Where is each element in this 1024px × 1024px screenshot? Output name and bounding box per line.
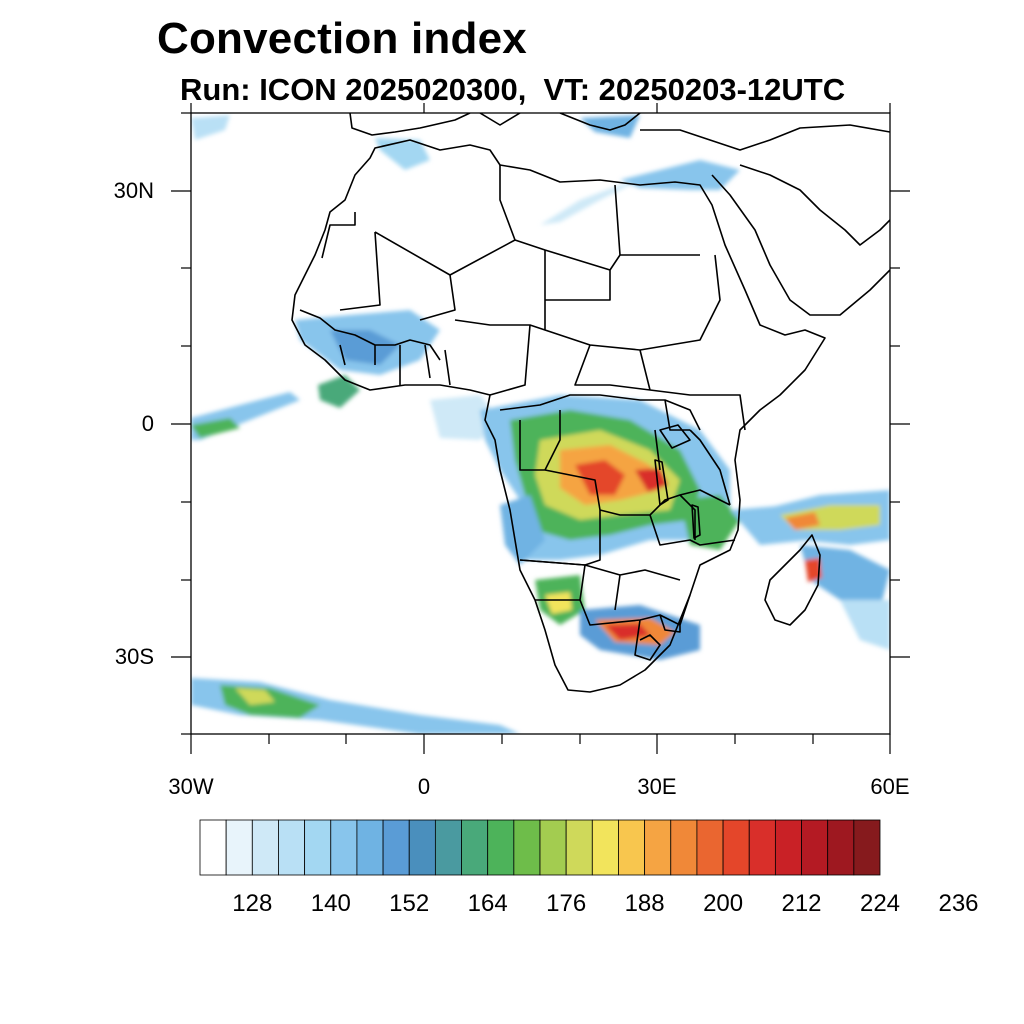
lake-malawi <box>691 504 701 539</box>
colorbar-swatch <box>330 819 358 876</box>
colorbar-swatch <box>487 819 515 876</box>
field-south-atlantic-yellow <box>235 688 275 705</box>
field-egypt <box>620 160 740 190</box>
colorbar-label: 140 <box>310 890 351 917</box>
colorbar-swatch <box>644 819 672 876</box>
colorbar-swatch <box>853 819 881 876</box>
axis-ticks <box>171 103 910 754</box>
field-south-indian <box>840 600 890 650</box>
colorbar-swatch <box>513 819 541 876</box>
chart-title: Convection index <box>157 14 527 63</box>
colorbar-label: 188 <box>624 890 665 917</box>
colorbar-swatch <box>461 819 489 876</box>
colorbar-swatch <box>382 819 410 876</box>
convection-field <box>191 115 890 734</box>
lat-label-30s: 30S <box>114 644 154 669</box>
colorbar-swatch <box>827 819 855 876</box>
coast-europe <box>349 113 471 136</box>
colorbar-label: 164 <box>467 890 508 917</box>
coastlines-borders <box>291 113 890 693</box>
colorbar-swatch <box>278 819 306 876</box>
colorbar-swatch <box>356 819 384 876</box>
lake-victoria <box>659 424 691 449</box>
borders-south <box>519 559 691 661</box>
field-ivory-coast <box>318 375 360 408</box>
colorbar-label: 200 <box>703 890 744 917</box>
borders-west <box>299 309 451 386</box>
field-atlantic-core <box>191 418 240 438</box>
colorbar-swatch <box>774 819 802 876</box>
colorbar-swatch <box>304 819 332 876</box>
colorbar-swatch <box>801 819 829 876</box>
field-namibia-core <box>545 592 572 614</box>
field-sahara-band <box>540 180 640 225</box>
field-madagascar-east <box>800 545 890 610</box>
coast-africa <box>291 139 826 693</box>
field-east-band-red <box>785 512 820 530</box>
field-north-med <box>191 115 230 140</box>
field-angola <box>500 495 545 565</box>
field-algeria <box>375 138 430 170</box>
lon-label-30w: 30W <box>168 774 214 799</box>
colorbar-swatch <box>591 819 619 876</box>
chart-subtitle: Run: ICON 2025020300, VT: 20250203-12UTC <box>180 72 846 107</box>
field-central-red <box>575 460 625 495</box>
coast-italy-greece <box>479 113 641 131</box>
colorbar <box>199 819 881 876</box>
colorbar-swatch <box>670 819 698 876</box>
colorbar-label: 176 <box>546 890 587 917</box>
lon-label-0: 0 <box>417 774 431 799</box>
coast-arabia <box>711 164 890 316</box>
colorbar-label: 224 <box>859 890 901 917</box>
colorbar-swatch <box>225 819 253 876</box>
borders-central <box>499 394 736 566</box>
field-west-africa-core <box>330 330 400 365</box>
colorbar-swatch <box>748 819 776 876</box>
lake-tanganyika <box>654 459 669 506</box>
lon-label-60e: 60E <box>870 774 910 799</box>
colorbar-swatch <box>251 819 279 876</box>
colorbar-swatch <box>565 819 593 876</box>
colorbar-swatch <box>408 819 436 876</box>
lat-label-0: 0 <box>141 411 154 436</box>
colorbar-label: 212 <box>781 890 822 917</box>
field-guinea-diffuse <box>430 395 500 440</box>
coast-madagascar <box>764 534 821 626</box>
colorbar-label: 152 <box>389 890 430 917</box>
colorbar-swatch <box>722 819 750 876</box>
colorbar-label: 128 <box>232 890 273 917</box>
colorbar-swatch <box>696 819 724 876</box>
colorbar-swatch <box>618 819 646 876</box>
colorbar-label: 236 <box>938 890 979 917</box>
lon-label-30e: 30E <box>637 774 677 799</box>
field-madagascar-red <box>805 558 822 582</box>
colorbar-swatch <box>539 819 567 876</box>
field-aegean <box>580 115 640 138</box>
coast-turkey <box>640 124 890 151</box>
colorbar-swatch <box>199 819 227 876</box>
lat-label-30n: 30N <box>113 178 154 203</box>
colorbar-swatch <box>434 819 462 876</box>
borders-north <box>321 165 746 431</box>
field-central-red2 <box>635 468 668 492</box>
